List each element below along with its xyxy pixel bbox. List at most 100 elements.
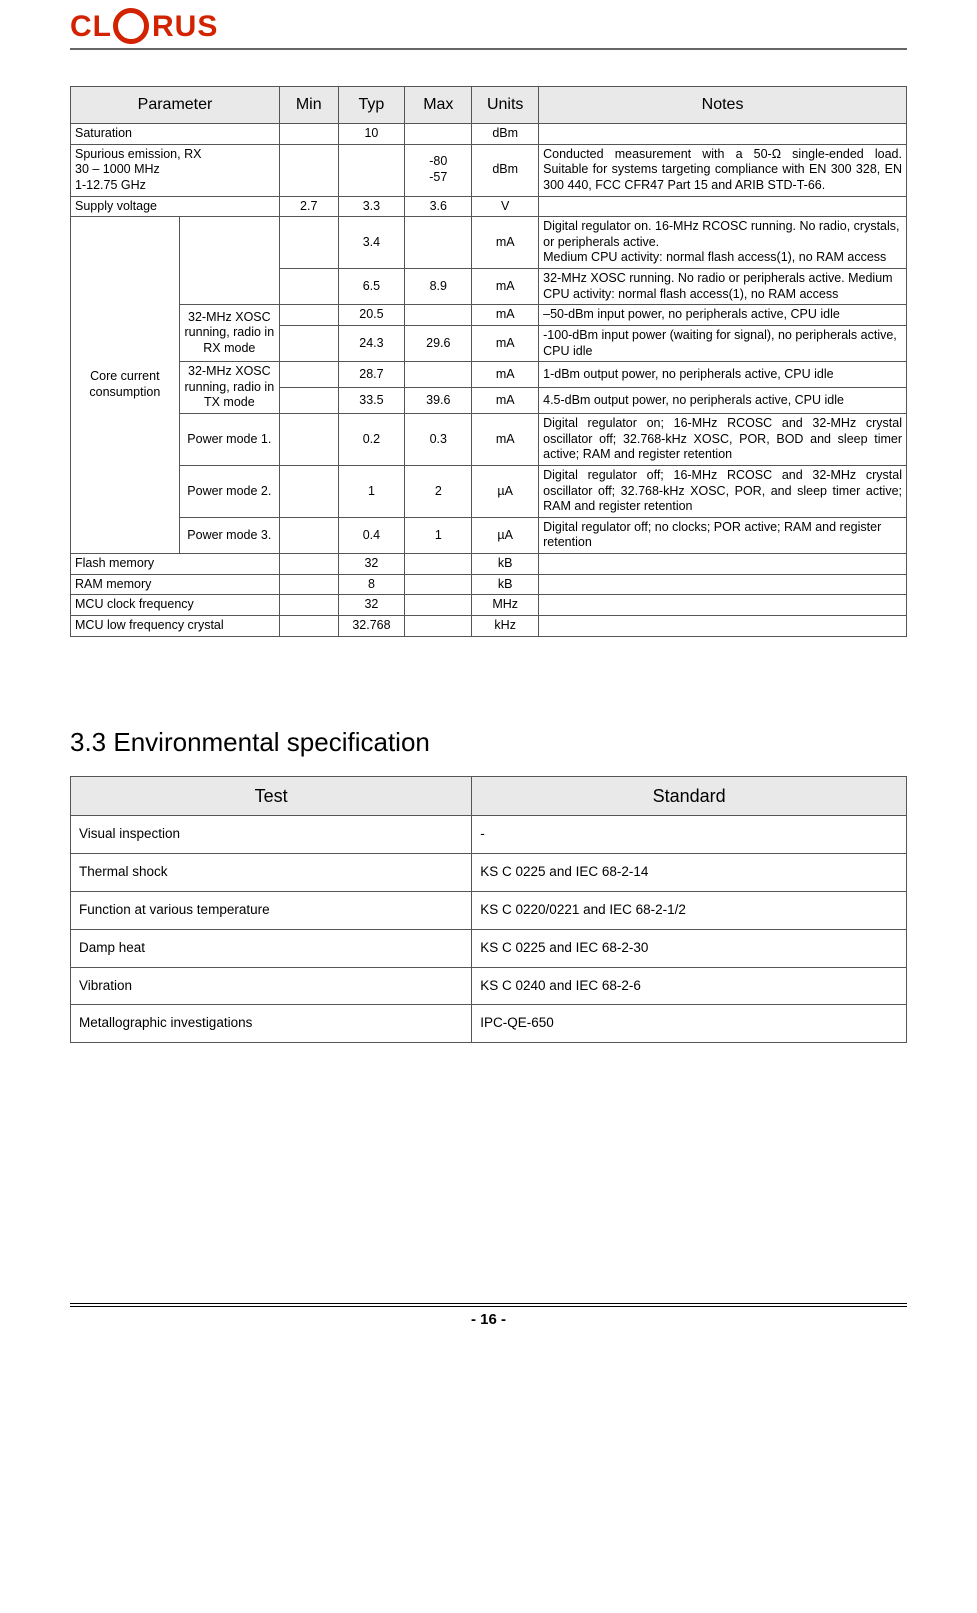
cell: kB [472,554,539,575]
cell: 10 [338,124,405,145]
cell: 8 [338,574,405,595]
cell: 32-MHz XOSC running, radio in RX mode [179,305,279,362]
cell [539,554,907,575]
cell: Thermal shock [71,853,472,891]
cell: µA [472,517,539,553]
cell [279,144,338,196]
cell [405,574,472,595]
cell: kB [472,574,539,595]
cell: mA [472,362,539,388]
cell: kHz [472,615,539,636]
cell: 6.5 [338,269,405,305]
parameter-table: ParameterMinTypMaxUnitsNotesSaturation10… [70,86,907,637]
cell: Core current consumption [71,217,180,554]
col-header: Units [472,87,539,124]
col-header: Min [279,87,338,124]
cell [279,305,338,326]
cell: mA [472,269,539,305]
cell: Spurious emission, RX 30 – 1000 MHz 1-12… [71,144,280,196]
cell: KS C 0225 and IEC 68-2-30 [472,929,907,967]
cell: 0.3 [405,414,472,466]
logo-letter: U [175,10,196,44]
cell: Damp heat [71,929,472,967]
cell: 3.4 [338,217,405,269]
cell [179,217,279,305]
cell [405,362,472,388]
logo-letter: L [93,10,110,44]
cell: 29.6 [405,325,472,361]
cell [405,615,472,636]
cell: 3.3 [338,196,405,217]
cell: Function at various temperature [71,891,472,929]
cell [279,554,338,575]
cell: Power mode 1. [179,414,279,466]
cell [539,196,907,217]
cell: Digital regulator off; 16-MHz RCOSC and … [539,465,907,517]
cell: KS C 0225 and IEC 68-2-14 [472,853,907,891]
cell [279,615,338,636]
logo: C L R U S [70,10,907,44]
logo-letter: R [152,10,173,44]
cell: 1-dBm output power, no peripherals activ… [539,362,907,388]
cell: 32.768 [338,615,405,636]
cell: 3.6 [405,196,472,217]
cell: dBm [472,144,539,196]
cell: 39.6 [405,388,472,414]
cell: Supply voltage [71,196,280,217]
logo-letter: S [197,10,216,44]
cell: –50-dBm input power, no peripherals acti… [539,305,907,326]
cell [539,595,907,616]
logo-ring-icon [113,8,149,44]
cell: Power mode 2. [179,465,279,517]
cell [279,269,338,305]
page-footer: - 16 - [70,1303,907,1328]
cell: µA [472,465,539,517]
cell [539,574,907,595]
cell: MCU low frequency crystal [71,615,280,636]
cell [405,305,472,326]
cell: V [472,196,539,217]
cell: 2.7 [279,196,338,217]
cell: MHz [472,595,539,616]
cell: -100-dBm input power (waiting for signal… [539,325,907,361]
cell: Digital regulator on; 16-MHz RCOSC and 3… [539,414,907,466]
cell: Saturation [71,124,280,145]
cell: Power mode 3. [179,517,279,553]
page: C L R U S ParameterMinTypMaxUnitsNotesSa… [0,0,977,1328]
cell [279,362,338,388]
cell [405,124,472,145]
cell: mA [472,325,539,361]
section-title: 3.3 Environmental specification [70,727,907,758]
cell: 4.5-dBm output power, no peripherals act… [539,388,907,414]
cell: 1 [405,517,472,553]
cell [405,595,472,616]
cell [279,217,338,269]
col-header: Test [71,776,472,816]
cell [338,144,405,196]
col-header: Parameter [71,87,280,124]
cell [405,217,472,269]
cell: 28.7 [338,362,405,388]
cell [279,414,338,466]
cell: -80 -57 [405,144,472,196]
cell: Metallographic investigations [71,1005,472,1043]
cell: KS C 0220/0221 and IEC 68-2-1/2 [472,891,907,929]
cell: Digital regulator on. 16-MHz RCOSC runni… [539,217,907,269]
cell [539,124,907,145]
cell: 8.9 [405,269,472,305]
cell: 32-MHz XOSC running, radio in TX mode [179,362,279,414]
cell: 33.5 [338,388,405,414]
cell: Digital regulator off; no clocks; POR ac… [539,517,907,553]
cell: 2 [405,465,472,517]
cell [279,124,338,145]
top-rule [70,48,907,50]
col-header: Typ [338,87,405,124]
cell [279,325,338,361]
cell [279,465,338,517]
cell: 0.2 [338,414,405,466]
cell: mA [472,305,539,326]
cell: 1 [338,465,405,517]
logo-letter: C [70,10,91,44]
cell [279,595,338,616]
cell: 20.5 [338,305,405,326]
